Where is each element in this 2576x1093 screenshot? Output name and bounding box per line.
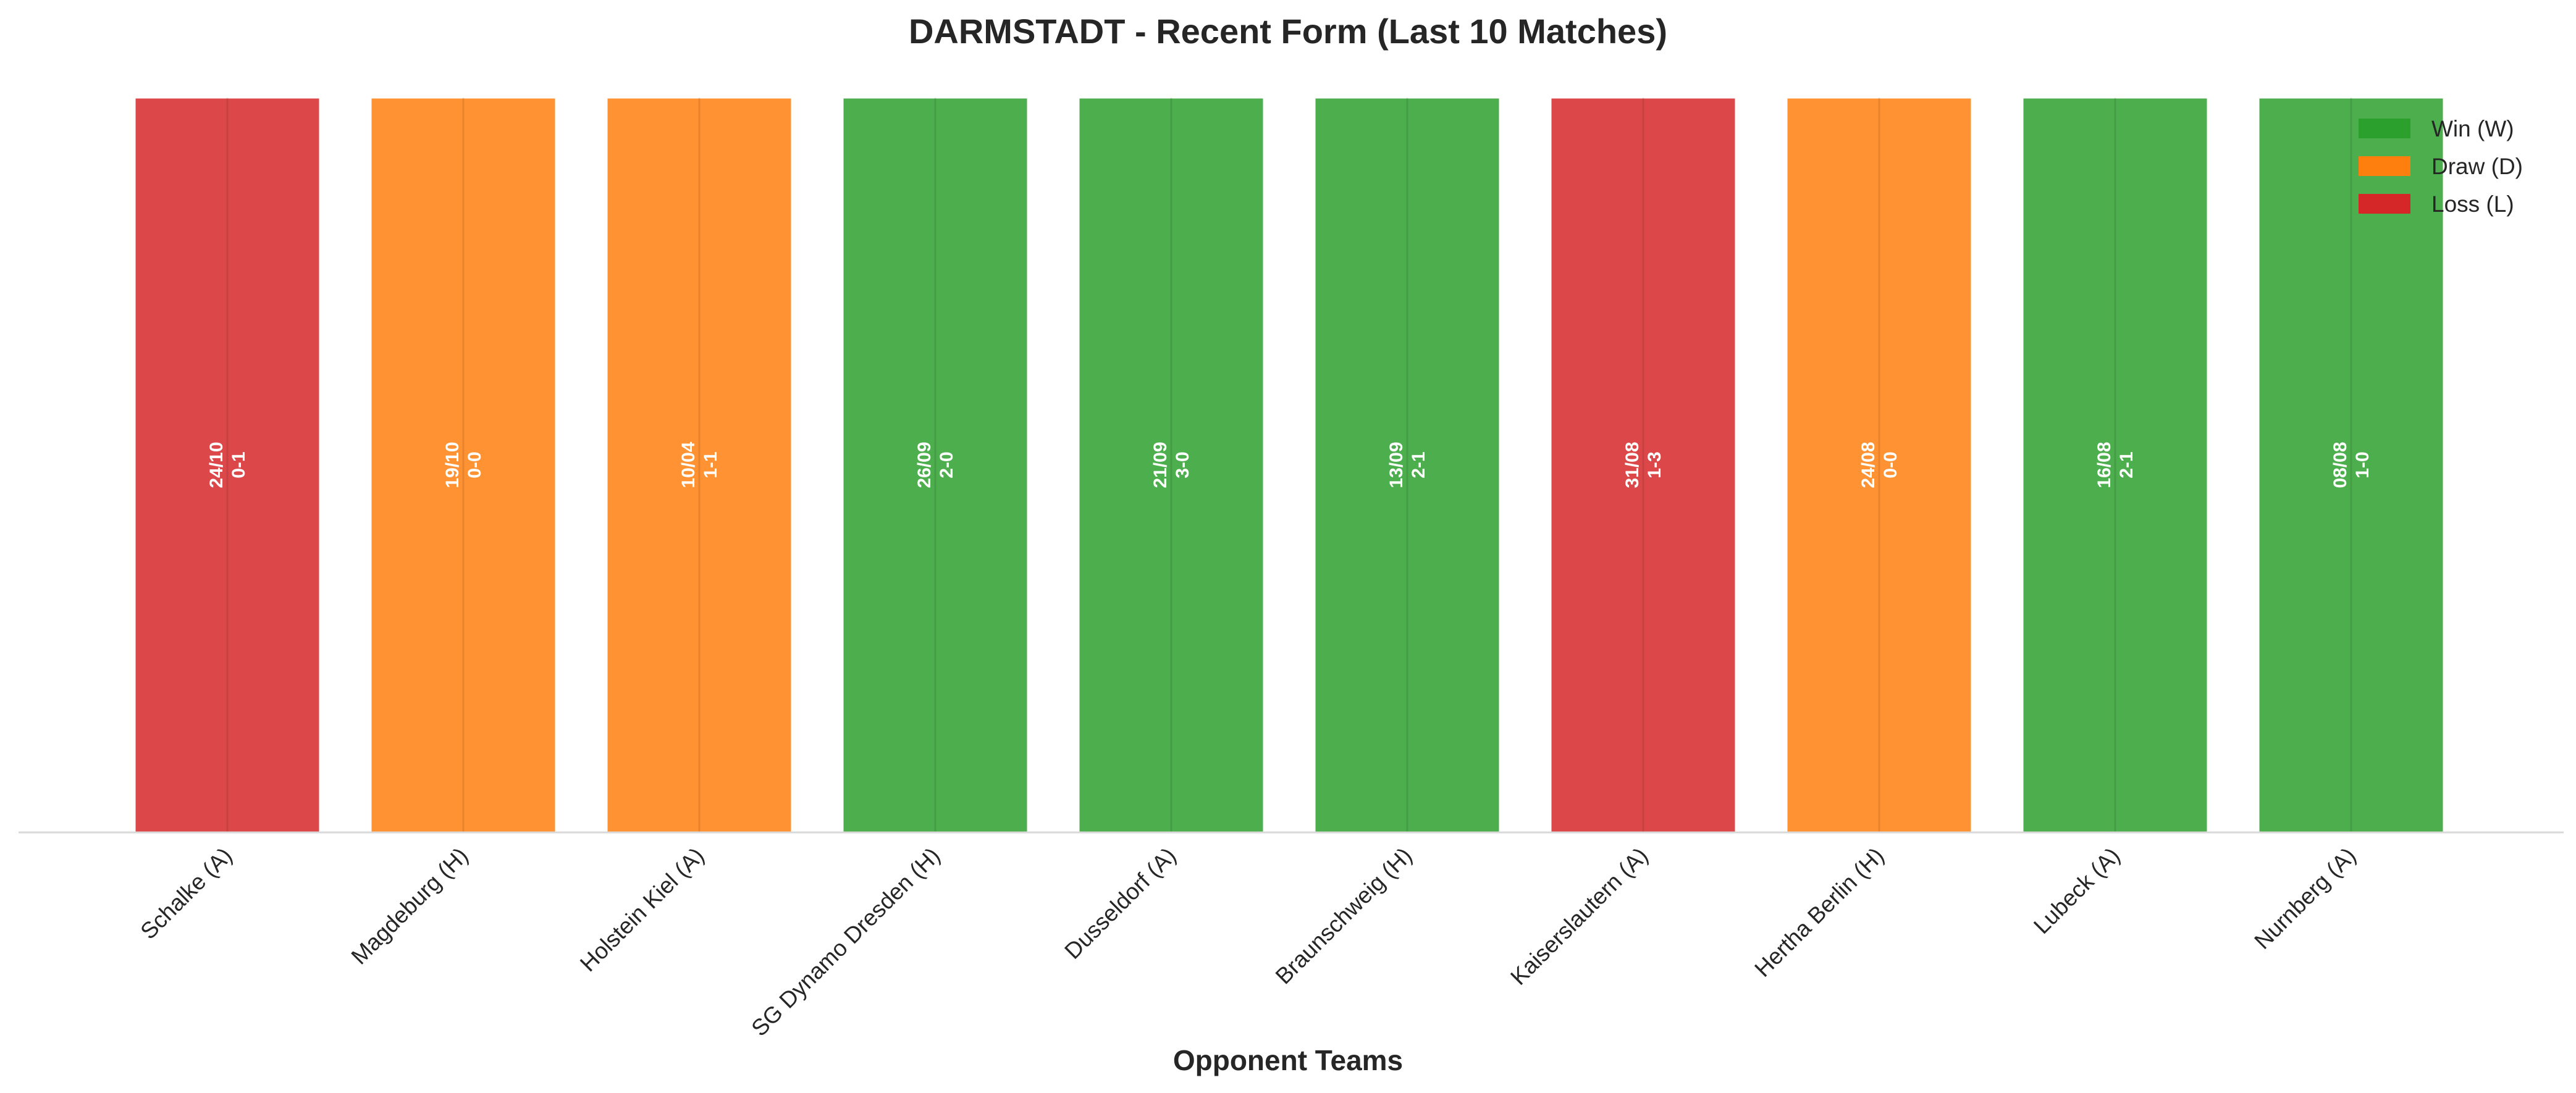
bar-score-label: 0-0 <box>465 451 485 478</box>
legend-swatch <box>2359 156 2410 176</box>
legend-swatch <box>2359 119 2410 138</box>
chart-title: DARMSTADT - Recent Form (Last 10 Matches… <box>909 12 1667 51</box>
bar <box>1077 96 1265 834</box>
bar-label: 19/10 0-0 <box>442 442 485 488</box>
bar-score-label: 1-1 <box>701 451 721 478</box>
bar <box>369 96 557 834</box>
x-axis-label: Opponent Teams <box>1173 1044 1403 1076</box>
bar-score-label: 0-1 <box>229 451 249 478</box>
bar-label: 24/08 0-0 <box>1858 442 1901 488</box>
bar <box>2021 96 2209 834</box>
bar-label: 13/09 2-1 <box>1386 442 1429 488</box>
bar-date-label: 31/08 <box>1622 442 1643 488</box>
legend-swatch <box>2359 194 2410 214</box>
bar-date-label: 21/09 <box>1150 442 1171 488</box>
bar-label: 16/08 2-1 <box>2094 442 2137 488</box>
bar-score-label: 2-0 <box>937 451 957 478</box>
bar <box>1785 96 1973 834</box>
legend-label: Draw (D) <box>2431 154 2523 179</box>
bar <box>1313 96 1501 834</box>
legend-label: Loss (L) <box>2431 191 2514 217</box>
bar-label: 10/04 1-1 <box>678 442 721 488</box>
bar-label: 26/09 2-0 <box>914 442 957 488</box>
bar-score-label: 1-3 <box>1644 451 1665 478</box>
bar-score-label: 2-1 <box>1408 451 1429 478</box>
bar-label: 08/08 1-0 <box>2330 442 2373 488</box>
legend: Win (W) Draw (D) Loss (L) <box>2359 116 2523 217</box>
bar-date-label: 24/08 <box>1858 442 1879 488</box>
bar-date-label: 13/09 <box>1386 442 1407 488</box>
bar <box>841 96 1029 834</box>
bar-score-label: 0-0 <box>1880 451 1901 478</box>
bar-label: 21/09 3-0 <box>1150 442 1193 488</box>
bar-date-label: 24/10 <box>206 442 227 488</box>
bar-date-label: 19/10 <box>442 442 463 488</box>
bar-score-label: 2-1 <box>2116 451 2137 478</box>
bar <box>1549 96 1737 834</box>
bar-score-label: 1-0 <box>2352 451 2373 478</box>
bar-date-label: 16/08 <box>2094 442 2115 488</box>
bars-layer: 24/10 0-1 19/10 0-0 10/04 1-1 26/09 2-0 21/09 3-0… <box>133 96 2445 834</box>
bar-date-label: 10/04 <box>678 442 699 488</box>
bar-label: 24/10 0-1 <box>206 442 249 488</box>
bar-label: 31/08 1-3 <box>1622 442 1665 488</box>
bar <box>133 96 321 834</box>
bar <box>605 96 793 834</box>
bar-date-label: 08/08 <box>2330 442 2351 488</box>
legend-label: Win (W) <box>2431 116 2514 141</box>
bar-date-label: 26/09 <box>914 442 935 488</box>
bar-score-label: 3-0 <box>1172 451 1193 478</box>
